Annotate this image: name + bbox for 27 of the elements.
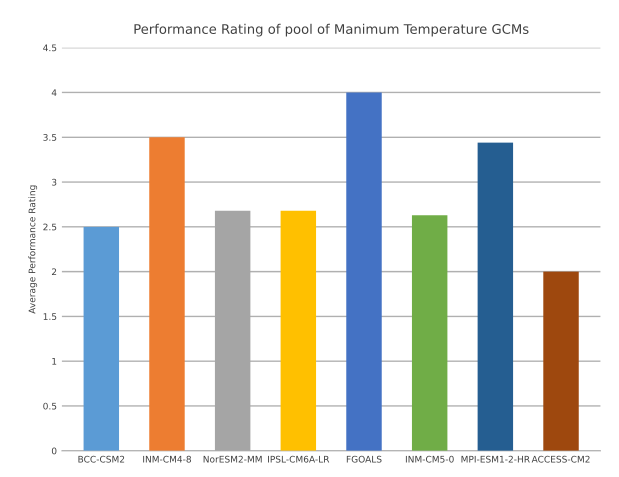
y-tick-label: 0 bbox=[52, 447, 56, 454]
x-tick-label: BCC-CSM2 bbox=[78, 456, 124, 463]
y-tick-label: 0.5 bbox=[43, 402, 56, 410]
y-tick-label: 4 bbox=[52, 89, 57, 96]
y-tick-label: 2.5 bbox=[43, 224, 56, 230]
x-tick-label: FGOALS bbox=[346, 456, 382, 463]
bar bbox=[346, 92, 382, 451]
y-tick-label: 4.5 bbox=[43, 44, 56, 52]
y-tick-label: 1.5 bbox=[44, 313, 56, 320]
y-tick-label: 3 bbox=[52, 178, 56, 186]
bar bbox=[543, 272, 579, 451]
bar bbox=[84, 226, 120, 451]
x-tick-label: NorESM2-MM bbox=[204, 456, 262, 463]
bar bbox=[280, 210, 316, 451]
bar bbox=[478, 142, 514, 451]
x-tick-label: MPI-ESM1-2-HR bbox=[462, 456, 530, 463]
x-tick-label: IPSL-CM6A-LR bbox=[268, 456, 330, 463]
bar bbox=[149, 137, 185, 451]
chart-title: Performance Rating of pool of Manimum Temperature GCMs bbox=[134, 24, 528, 37]
x-tick-label: ACCESS-CM2 bbox=[532, 456, 590, 463]
x-tick-label: INM-CM4-8 bbox=[143, 456, 192, 463]
x-tick-label: INM-CM5-0 bbox=[406, 456, 454, 463]
y-tick-label: 1 bbox=[52, 358, 56, 365]
y-axis-title: Average Performance Rating bbox=[28, 185, 38, 314]
bar bbox=[412, 215, 448, 451]
y-tick-label: 3.5 bbox=[43, 134, 56, 141]
y-tick-label: 2 bbox=[52, 268, 56, 276]
